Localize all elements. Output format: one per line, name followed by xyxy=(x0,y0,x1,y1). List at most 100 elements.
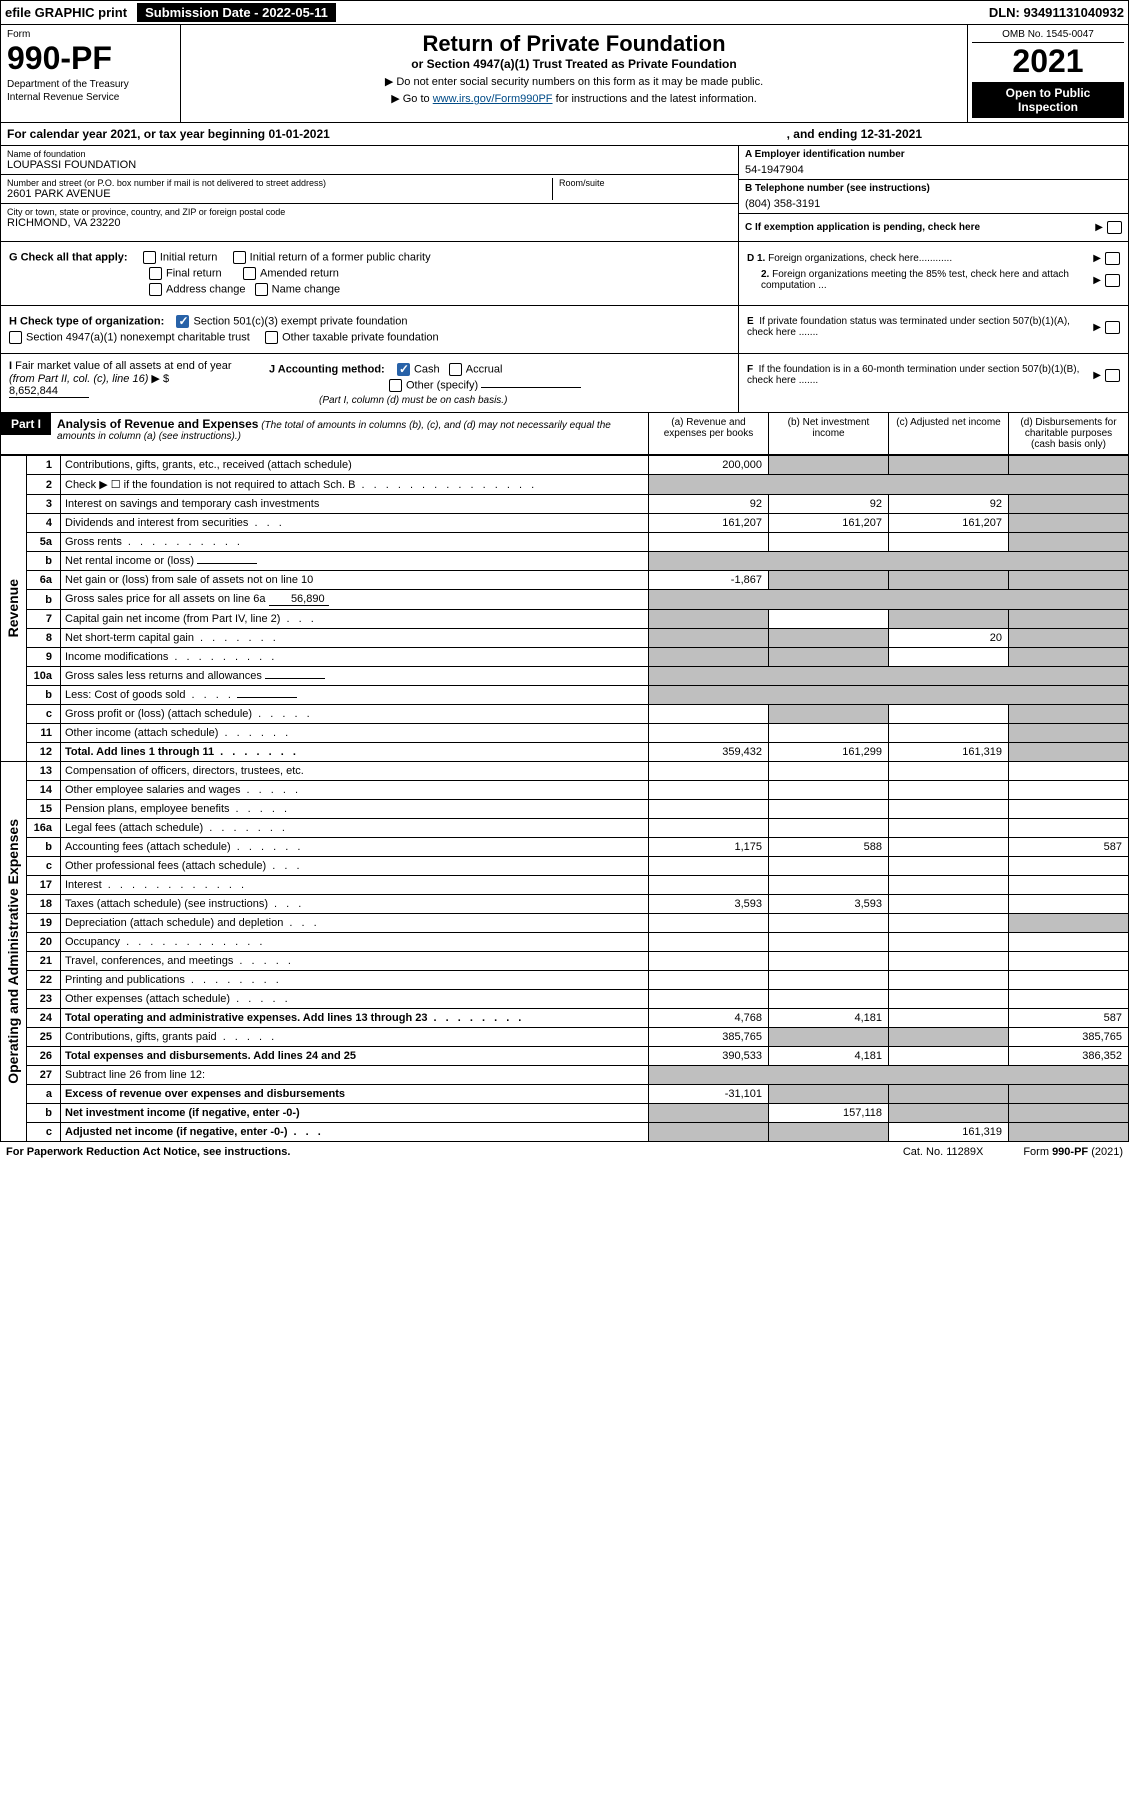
row-desc: Net gain or (loss) from sale of assets n… xyxy=(61,571,649,590)
cell-c xyxy=(889,1009,1009,1028)
shaded-cell xyxy=(649,552,1129,571)
chk-cash[interactable] xyxy=(397,363,410,376)
cell-b xyxy=(769,629,889,648)
table-row: 12Total. Add lines 1 through 11 . . . . … xyxy=(1,743,1129,762)
row-desc: Interest on savings and temporary cash i… xyxy=(61,495,649,514)
col-a-head: (a) Revenue and expenses per books xyxy=(648,413,768,454)
omb-label: OMB No. 1545-0047 xyxy=(972,29,1124,43)
table-row: 6aNet gain or (loss) from sale of assets… xyxy=(1,571,1129,590)
row-number: 16a xyxy=(27,819,61,838)
cell-d xyxy=(1009,990,1129,1009)
row-desc: Contributions, gifts, grants paid . . . … xyxy=(61,1028,649,1047)
cell-b xyxy=(769,800,889,819)
row-number: 7 xyxy=(27,610,61,629)
j-note: (Part I, column (d) must be on cash basi… xyxy=(269,395,730,406)
row-desc: Depreciation (attach schedule) and deple… xyxy=(61,914,649,933)
cell-d xyxy=(1009,456,1129,475)
dept-treasury: Department of the Treasury xyxy=(7,79,174,90)
g-final: Final return xyxy=(166,267,222,279)
row-desc: Gross sales price for all assets on line… xyxy=(61,590,649,610)
h-line-1: H Check type of organization: Section 50… xyxy=(9,315,730,328)
row-desc: Gross profit or (loss) (attach schedule)… xyxy=(61,705,649,724)
cell-b: 3,593 xyxy=(769,895,889,914)
row-number: 26 xyxy=(27,1047,61,1066)
chk-4947[interactable] xyxy=(9,331,22,344)
cell-d: 587 xyxy=(1009,1009,1129,1028)
cell-b xyxy=(769,705,889,724)
row-number: a xyxy=(27,1085,61,1104)
cell-a xyxy=(649,933,769,952)
d1-checkbox[interactable] xyxy=(1105,252,1120,265)
table-row: 20Occupancy . . . . . . . . . . . . xyxy=(1,933,1129,952)
cell-a: 4,768 xyxy=(649,1009,769,1028)
cell-c xyxy=(889,971,1009,990)
cell-b xyxy=(769,819,889,838)
shaded-cell xyxy=(649,686,1129,705)
cell-c xyxy=(889,819,1009,838)
arrow-icon: ▶ xyxy=(1093,253,1101,264)
g-line: G Check all that apply: Initial return I… xyxy=(9,251,730,264)
row-number: 13 xyxy=(27,762,61,781)
exemption-label: C If exemption application is pending, c… xyxy=(745,222,1095,233)
cell-d xyxy=(1009,819,1129,838)
j-other-line xyxy=(481,387,581,388)
cell-d: 386,352 xyxy=(1009,1047,1129,1066)
cell-a: -31,101 xyxy=(649,1085,769,1104)
row-number: 8 xyxy=(27,629,61,648)
table-row: cGross profit or (loss) (attach schedule… xyxy=(1,705,1129,724)
table-row: cOther professional fees (attach schedul… xyxy=(1,857,1129,876)
chk-final[interactable] xyxy=(149,267,162,280)
table-row: bNet rental income or (loss) xyxy=(1,552,1129,571)
form-header: Form 990-PF Department of the Treasury I… xyxy=(0,25,1129,123)
row-desc: Net short-term capital gain . . . . . . … xyxy=(61,629,649,648)
row-number: 19 xyxy=(27,914,61,933)
cell-c xyxy=(889,533,1009,552)
shaded-cell xyxy=(649,1066,1129,1085)
part1-table: Revenue1Contributions, gifts, grants, et… xyxy=(0,455,1129,1142)
h-line-2: Section 4947(a)(1) nonexempt charitable … xyxy=(9,331,730,344)
directive-1: ▶ Do not enter social security numbers o… xyxy=(191,75,957,88)
chk-amended[interactable] xyxy=(243,267,256,280)
table-row: 21Travel, conferences, and meetings . . … xyxy=(1,952,1129,971)
cell-a xyxy=(649,610,769,629)
cell-b xyxy=(769,857,889,876)
cell-d xyxy=(1009,1104,1129,1123)
year-box: OMB No. 1545-0047 2021 Open to Public In… xyxy=(968,25,1128,122)
cell-b xyxy=(769,610,889,629)
chk-other-tax[interactable] xyxy=(265,331,278,344)
part1-title: Analysis of Revenue and Expenses xyxy=(57,417,258,431)
cell-c: 20 xyxy=(889,629,1009,648)
table-row: bGross sales price for all assets on lin… xyxy=(1,590,1129,610)
e-checkbox[interactable] xyxy=(1105,321,1120,334)
name-label: Name of foundation xyxy=(7,149,732,159)
f-checkbox[interactable] xyxy=(1105,369,1120,382)
row-desc: Legal fees (attach schedule) . . . . . .… xyxy=(61,819,649,838)
chk-initial[interactable] xyxy=(143,251,156,264)
table-row: 27Subtract line 26 from line 12: xyxy=(1,1066,1129,1085)
tax-year: 2021 xyxy=(972,43,1124,80)
table-row: 22Printing and publications . . . . . . … xyxy=(1,971,1129,990)
cell-c xyxy=(889,610,1009,629)
exemption-checkbox[interactable] xyxy=(1107,221,1122,234)
row-number: 12 xyxy=(27,743,61,762)
cell-a xyxy=(649,952,769,971)
cell-c xyxy=(889,781,1009,800)
chk-501c3[interactable] xyxy=(176,315,189,328)
chk-addr[interactable] xyxy=(149,283,162,296)
chk-initial-former[interactable] xyxy=(233,251,246,264)
form-link[interactable]: www.irs.gov/Form990PF xyxy=(433,93,553,105)
cell-d: 385,765 xyxy=(1009,1028,1129,1047)
chk-name[interactable] xyxy=(255,283,268,296)
cell-d xyxy=(1009,533,1129,552)
h-501: Section 501(c)(3) exempt private foundat… xyxy=(193,315,407,327)
chk-accrual[interactable] xyxy=(449,363,462,376)
phone-value: (804) 358-3191 xyxy=(745,198,1122,210)
row-desc: Other professional fees (attach schedule… xyxy=(61,857,649,876)
cell-d: 587 xyxy=(1009,838,1129,857)
g-line-2: Final return Amended return xyxy=(9,267,730,280)
chk-other-method[interactable] xyxy=(389,379,402,392)
d2-checkbox[interactable] xyxy=(1105,274,1120,287)
room-label: Room/suite xyxy=(559,178,732,188)
table-row: 26Total expenses and disbursements. Add … xyxy=(1,1047,1129,1066)
cell-b xyxy=(769,876,889,895)
